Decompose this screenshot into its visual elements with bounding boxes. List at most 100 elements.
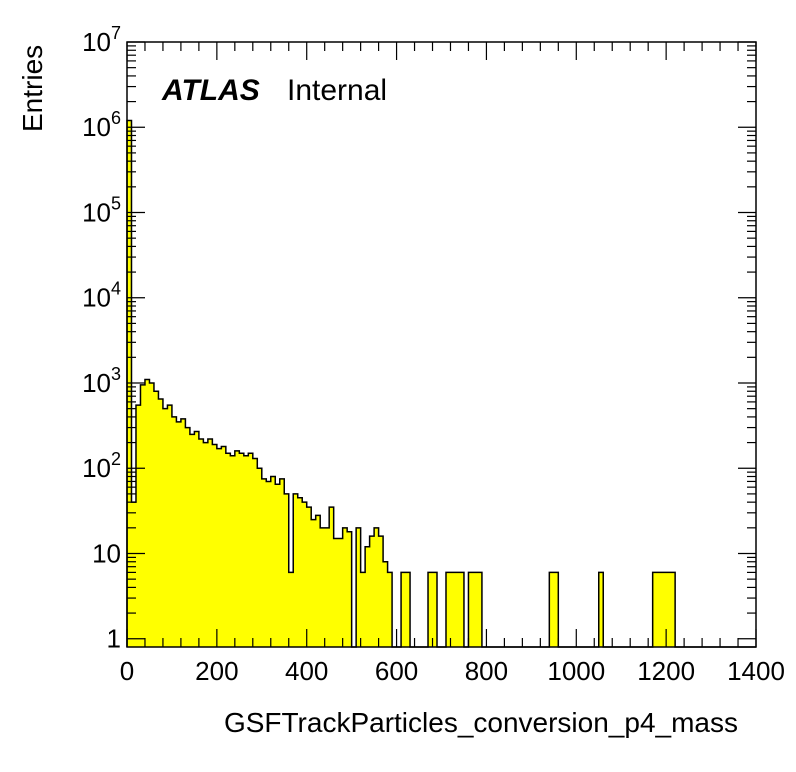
histogram-bin [176, 421, 182, 647]
histogram-bin [306, 507, 312, 647]
histogram-bin [198, 439, 204, 647]
axis-ticks [126, 41, 757, 647]
histogram-bin [369, 536, 375, 647]
histogram-bin [279, 478, 285, 647]
histogram-bin [225, 453, 231, 647]
histogram-bin [284, 493, 290, 647]
histogram-bin [216, 448, 222, 647]
x-tick-label: 0 [120, 656, 134, 686]
histogram-bin [288, 572, 294, 647]
histogram-bin [203, 442, 209, 647]
histogram-bin [315, 515, 321, 647]
histogram-bin [234, 450, 240, 647]
histogram-bin [347, 531, 353, 647]
atlas-label: ATLAS [161, 74, 260, 107]
histogram-bin [666, 572, 672, 647]
y-axis-title: Entries [17, 45, 48, 132]
x-axis-title: GSFTrackParticles_conversion_p4_mass [224, 707, 738, 738]
histogram-bin [405, 572, 411, 647]
y-tick-label: 104 [82, 279, 121, 313]
histogram-bin [275, 484, 281, 647]
histogram-bin [167, 405, 173, 647]
histogram-bin [207, 439, 213, 647]
histogram-bin [270, 476, 276, 647]
histogram-bin [661, 572, 667, 647]
histogram-bin [445, 572, 451, 647]
histogram-bin [140, 384, 146, 647]
histogram-bin [387, 572, 393, 647]
x-tick-label: 800 [465, 656, 508, 686]
y-tick-label: 102 [82, 449, 121, 483]
histogram-bin [459, 572, 465, 647]
histogram-bin [266, 481, 272, 647]
histogram-bin [153, 391, 159, 647]
x-tick-labels: 0 200 400 600 800 1000 1200 1400 [120, 656, 785, 686]
histogram-bin [383, 561, 388, 647]
histogram-bin [598, 572, 604, 647]
y-tick-label: 105 [82, 193, 121, 227]
histogram-bin [293, 493, 299, 647]
histogram-bin [472, 572, 478, 647]
histogram-bin [239, 453, 245, 647]
histogram-bin [356, 527, 362, 647]
histogram-bin [338, 538, 344, 647]
histogram-bin [374, 527, 379, 647]
histogram-bin [194, 431, 200, 647]
histogram-bin [549, 572, 555, 647]
histogram-bin [158, 398, 164, 647]
histogram-bin [378, 536, 384, 647]
histogram-bin [297, 497, 303, 647]
plot-frame [126, 41, 757, 648]
histogram-bin [432, 572, 438, 647]
histogram-bin [189, 434, 195, 647]
y-tick-label: 106 [82, 108, 121, 142]
x-tick-label: 600 [375, 656, 418, 686]
histogram-bin [468, 572, 474, 647]
histogram-bin [454, 572, 460, 647]
x-tick-label: 1200 [637, 656, 695, 686]
histogram-bin [329, 507, 335, 647]
histogram-bin [324, 527, 330, 647]
histogram-bin [252, 458, 258, 647]
histogram-bin [135, 405, 141, 647]
x-tick-label: 200 [195, 656, 238, 686]
histogram-bin [311, 519, 317, 647]
histogram-bin [477, 572, 483, 647]
histogram-bin [450, 572, 456, 647]
y-tick-labels: 1 10 102 103 104 105 106 107 [82, 23, 121, 654]
x-tick-label: 1000 [547, 656, 605, 686]
x-tick-label: 1400 [727, 656, 785, 686]
histogram-bin [261, 478, 267, 647]
histogram-bin [212, 444, 218, 647]
histogram-bin [131, 502, 137, 647]
histogram-bin [365, 546, 371, 647]
y-tick-label: 10 [92, 538, 121, 568]
histogram-bin [243, 455, 249, 647]
histogram-bin [144, 379, 150, 647]
histogram-bin [553, 572, 559, 647]
internal-label: Internal [287, 74, 387, 107]
histogram-bin [127, 120, 132, 648]
histogram-bin [149, 382, 155, 647]
histogram-bin [652, 572, 658, 647]
histogram-bin [428, 572, 433, 647]
histogram-bin [171, 416, 177, 647]
histogram-bin [185, 427, 191, 647]
y-tick-label: 103 [82, 364, 121, 398]
histogram-bin [221, 446, 227, 647]
histogram-bin [333, 538, 339, 647]
x-tick-label: 400 [285, 656, 328, 686]
histogram-bin [230, 455, 236, 647]
histogram-bin [320, 527, 326, 647]
histogram-bin [342, 527, 348, 647]
histogram-bin [401, 572, 406, 647]
y-tick-label: 107 [82, 23, 121, 57]
histogram-bin [302, 502, 308, 647]
histogram-bin [670, 572, 676, 647]
histogram-bin [360, 572, 366, 647]
histogram-bin [180, 418, 186, 647]
histogram-bars [127, 120, 676, 648]
y-tick-label: 1 [107, 624, 121, 654]
histogram-bin [257, 468, 263, 647]
